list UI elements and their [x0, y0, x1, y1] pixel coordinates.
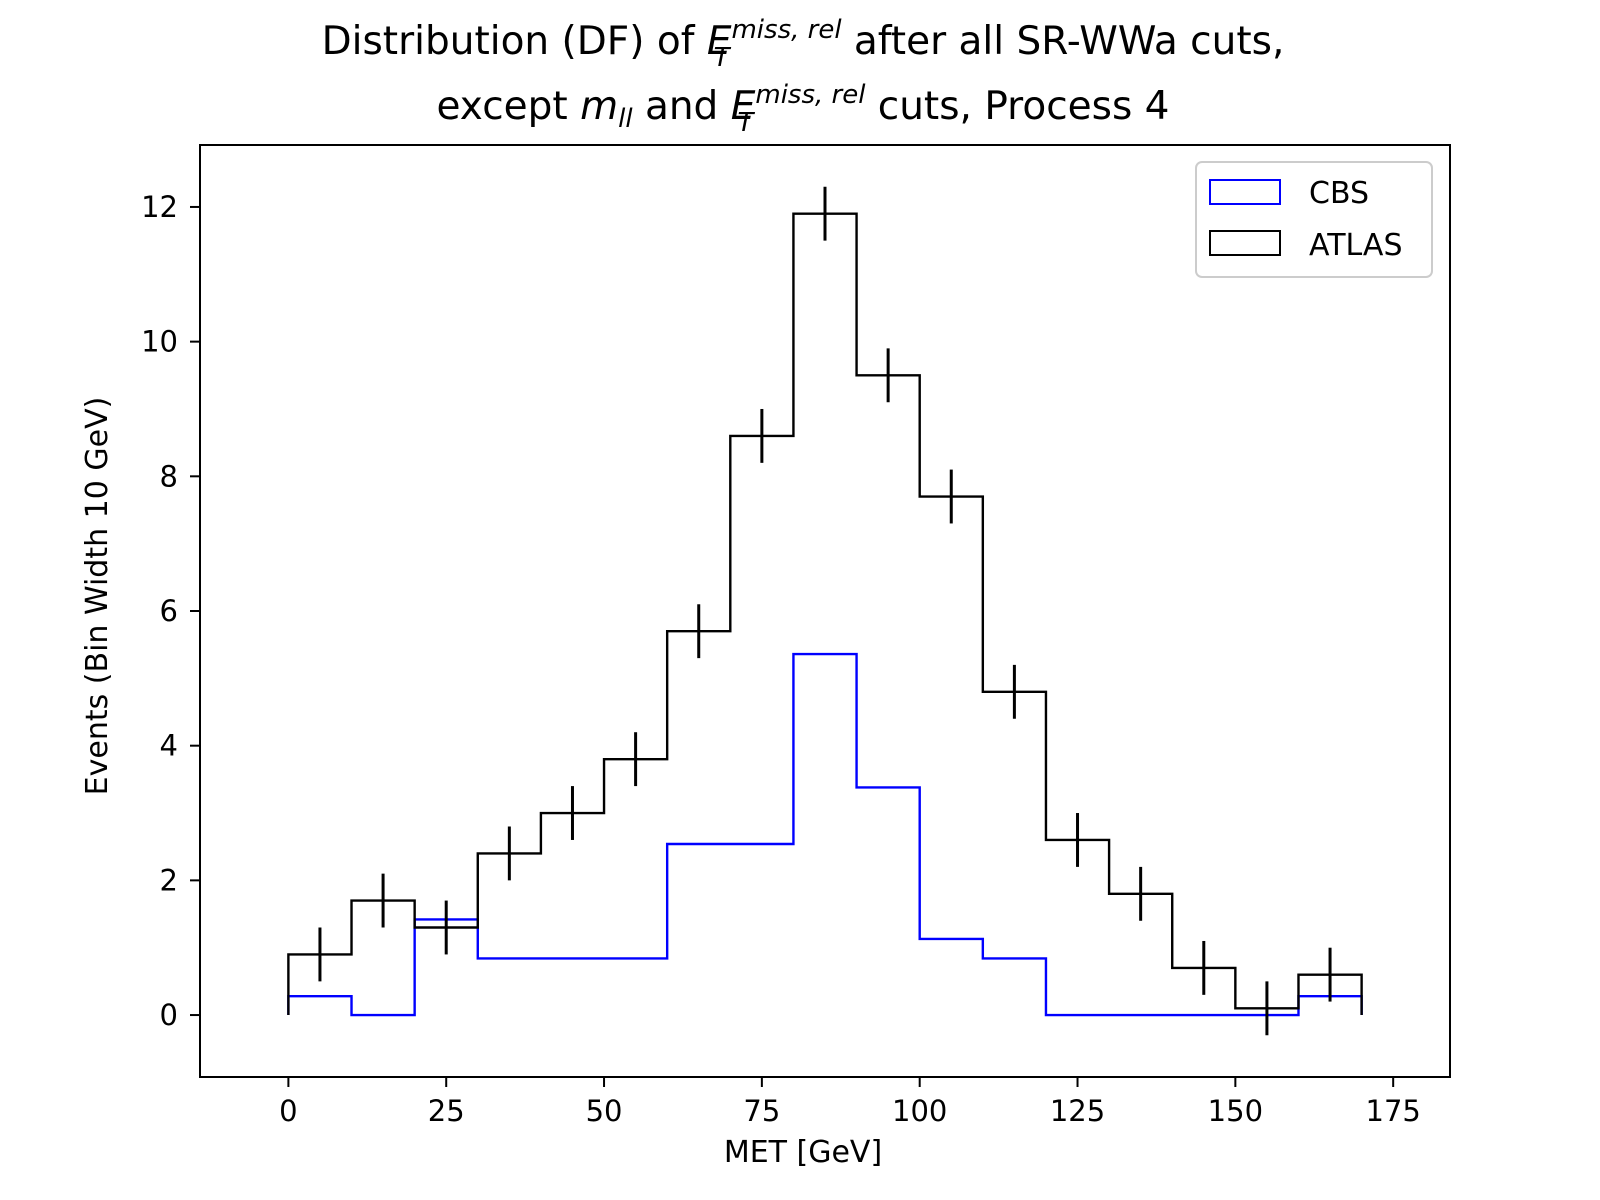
y-tick-label: 2: [160, 863, 178, 897]
x-tick-label: 50: [586, 1094, 623, 1128]
legend: CBS ATLAS: [1195, 161, 1433, 278]
y-tick-label: 4: [160, 729, 178, 763]
x-axis-label: MET [GeV]: [724, 1135, 882, 1170]
x-tick-label: 100: [892, 1094, 947, 1128]
x-tick-label: 0: [279, 1094, 297, 1128]
x-tick-label: 125: [1050, 1094, 1105, 1128]
chart-title-line-1: Distribution (DF) of Emiss, rel T after a…: [322, 15, 1285, 73]
legend-label-atlas: ATLAS: [1309, 228, 1403, 263]
y-tick-label: 0: [160, 998, 178, 1032]
y-tick-label: 10: [141, 325, 178, 359]
legend-swatch-cbs: [1209, 179, 1281, 205]
legend-label-cbs: CBS: [1309, 176, 1369, 211]
y-tick-label: 12: [141, 190, 178, 224]
x-tick-label: 175: [1366, 1094, 1421, 1128]
legend-box: [1195, 161, 1433, 278]
series-atlas-step-line: [287, 212, 1363, 1016]
legend-swatch-atlas: [1209, 230, 1281, 256]
chart-title-line-2: except mll and Emiss, rel T cuts, Process…: [437, 80, 1170, 138]
x-tick-label: 25: [428, 1094, 465, 1128]
x-tick-label: 150: [1208, 1094, 1263, 1128]
plot-series: [287, 186, 1363, 1036]
x-tick-label: 75: [743, 1094, 780, 1128]
y-axis-label: Events (Bin Width 10 GeV): [80, 397, 115, 796]
plot-frame: [199, 144, 1451, 1078]
y-tick-label: 6: [160, 594, 178, 628]
y-tick-label: 8: [160, 459, 178, 493]
series-cbs-step-line: [287, 652, 1363, 1017]
axis-ticks: 0 25 50 75 100 125 150 175 0 2 4 6 8 10 12: [141, 190, 1421, 1128]
